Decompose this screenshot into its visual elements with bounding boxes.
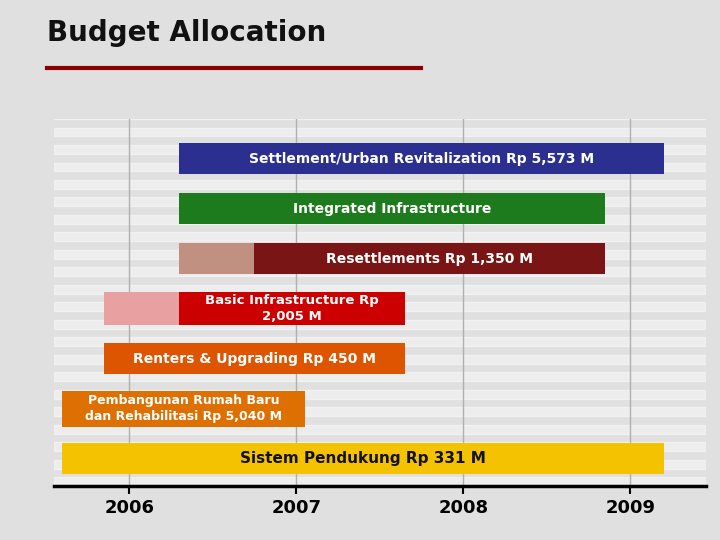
Bar [179, 143, 664, 174]
Text: Pembangunan Rumah Baru
dan Rehabilitasi Rp 5,040 M: Pembangunan Rumah Baru dan Rehabilitasi … [85, 394, 282, 423]
Bar [54, 180, 706, 189]
Text: Resettlements Rp 1,350 M: Resettlements Rp 1,350 M [326, 252, 534, 266]
Bar [54, 232, 706, 241]
Text: Sistem Pendukung Rp 331 M: Sistem Pendukung Rp 331 M [240, 451, 486, 466]
Bar [254, 243, 606, 274]
Bar [54, 127, 706, 136]
Bar [104, 343, 405, 374]
Bar [54, 425, 706, 434]
Bar [54, 320, 706, 329]
Bar [54, 92, 706, 102]
Bar [63, 390, 305, 427]
Bar [54, 215, 706, 224]
Bar [54, 110, 706, 119]
Bar [179, 193, 606, 224]
Bar [54, 302, 706, 311]
Bar [54, 145, 706, 154]
Bar [54, 355, 706, 363]
Text: Budget Allocation: Budget Allocation [47, 19, 326, 47]
Bar [54, 442, 706, 451]
Bar [63, 443, 664, 474]
Bar [54, 390, 706, 399]
Text: Settlement/Urban Revitalization Rp 5,573 M: Settlement/Urban Revitalization Rp 5,573… [249, 152, 594, 166]
Bar [54, 373, 706, 381]
Bar [54, 338, 706, 346]
Bar [54, 250, 706, 259]
Bar [104, 292, 179, 325]
Bar [54, 198, 706, 206]
Bar [54, 407, 706, 416]
Bar [54, 163, 706, 171]
Bar [54, 460, 706, 469]
Bar [54, 285, 706, 294]
Bar [54, 267, 706, 276]
Text: Renters & Upgrading Rp 450 M: Renters & Upgrading Rp 450 M [133, 352, 376, 366]
Text: Basic Infrastructure Rp
2,005 M: Basic Infrastructure Rp 2,005 M [205, 294, 379, 323]
Bar [179, 292, 405, 325]
Bar [54, 477, 706, 486]
Text: Integrated Infrastructure: Integrated Infrastructure [293, 202, 492, 215]
Bar [179, 243, 254, 274]
